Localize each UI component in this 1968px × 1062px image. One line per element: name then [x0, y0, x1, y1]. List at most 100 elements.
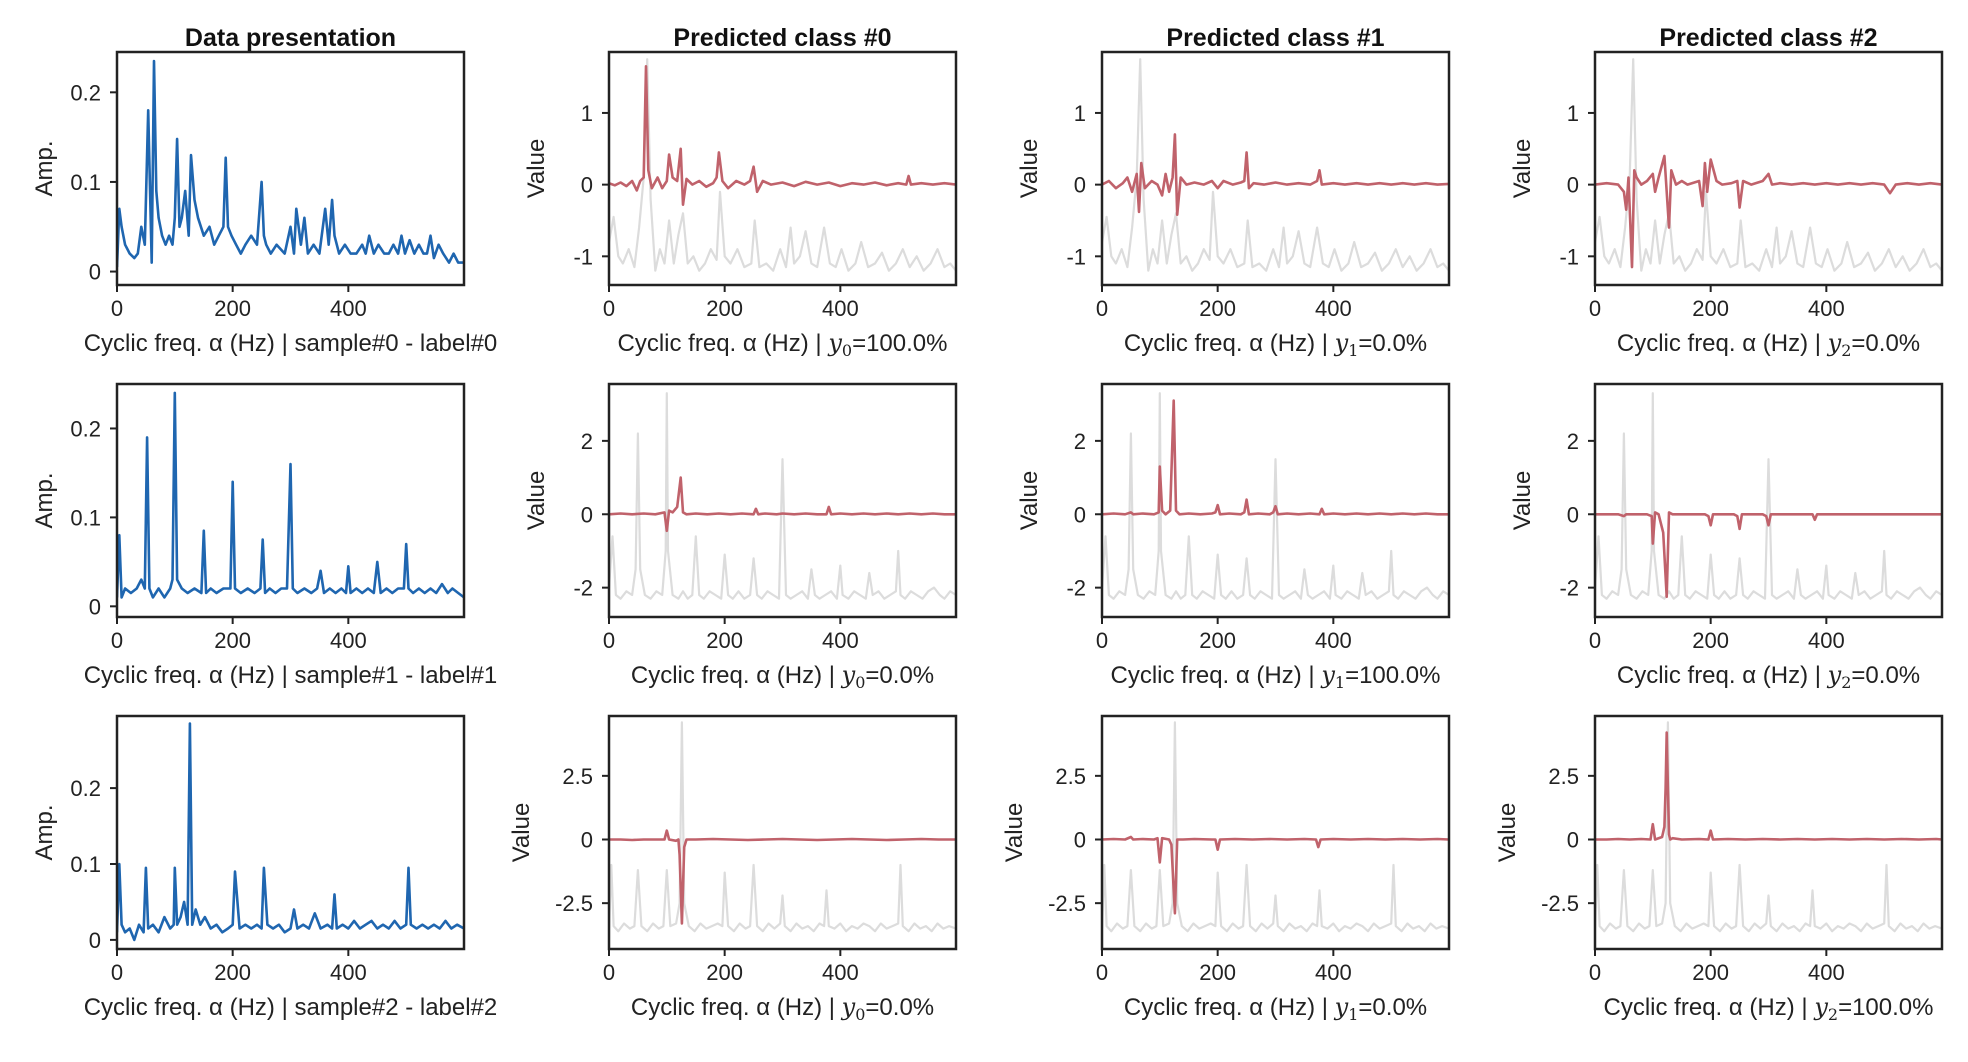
- x-axis-label-sub: 1: [1348, 341, 1358, 360]
- x-axis-label-sub: 2: [1841, 673, 1851, 692]
- background-series-line: [1102, 721, 1449, 933]
- axes-frame: [1593, 50, 1944, 287]
- x-axis-label: Cyclic freq. α (Hz) | y0=0.0%: [631, 993, 934, 1024]
- x-axis-label: Cyclic freq. α (Hz) | y2=0.0%: [1617, 661, 1920, 692]
- y-tick-label: -2.5: [1048, 891, 1086, 916]
- x-axis-label-var: y: [1320, 661, 1335, 689]
- subplot-r1-c2: 0 200 400 -2 0 2 Value Cyclic freq. α (Hz) | y1…: [1016, 382, 1451, 692]
- y-tick-label: 0.1: [70, 505, 101, 530]
- x-tick-label: 0: [1096, 296, 1108, 321]
- x-axis-label-pct: =0.0%: [1851, 330, 1920, 357]
- subplot-title: Predicted class #0: [673, 24, 891, 52]
- x-axis-label-var: y: [841, 993, 856, 1021]
- x-tick-label: 400: [1808, 960, 1845, 985]
- relevance-series-line: [609, 829, 956, 925]
- y-tick-label: 0: [1567, 173, 1579, 198]
- relevance-series-line: [1102, 835, 1449, 915]
- y-tick-label: -1: [573, 244, 593, 269]
- x-tick-label: 200: [706, 296, 743, 321]
- x-tick-label: 0: [111, 960, 123, 985]
- y-tick-label: 0: [1567, 828, 1579, 853]
- x-tick-label: 400: [1808, 296, 1845, 321]
- y-tick-label: 1: [581, 101, 593, 126]
- plot-area: [117, 391, 464, 599]
- x-tick-label: 400: [330, 296, 367, 321]
- subplot-r2-c1: 0 200 400 -2.5 0 2.5 Value Cyclic freq. α (Hz) …: [508, 714, 958, 1024]
- x-axis-label: Cyclic freq. α (Hz) | sample#0 - label#0: [84, 330, 498, 357]
- plot-area: [609, 392, 956, 600]
- axes-frame: [115, 50, 466, 287]
- y-tick-label: 2.5: [562, 764, 593, 789]
- subplot-r2-c2: 0 200 400 -2.5 0 2.5 Value Cyclic freq. α (Hz) …: [1001, 714, 1451, 1024]
- y-axis-label: Value: [1016, 471, 1043, 531]
- y-tick-label: 2: [581, 429, 593, 454]
- signal-series-line: [117, 59, 464, 268]
- y-axis-label: Value: [508, 803, 535, 863]
- y-axis-label: Value: [1016, 139, 1043, 199]
- x-axis-label: Cyclic freq. α (Hz) | y2=0.0%: [1617, 329, 1920, 360]
- y-axis-label: Value: [1494, 803, 1521, 863]
- x-tick-label: 200: [214, 960, 251, 985]
- y-tick-label: 2: [1074, 429, 1086, 454]
- subplot-title: Data presentation: [185, 24, 396, 52]
- x-axis-label-sub: 1: [1335, 673, 1345, 692]
- x-axis-label-prefix: Cyclic freq. α (Hz) |: [618, 330, 829, 357]
- plot-area: [1595, 58, 1942, 272]
- x-tick-label: 0: [111, 296, 123, 321]
- y-tick-label: -2: [573, 576, 593, 601]
- x-tick-label: 0: [1096, 960, 1108, 985]
- x-axis-label-var: y: [841, 661, 856, 689]
- y-tick-label: -2.5: [555, 891, 593, 916]
- relevance-series-line: [1595, 511, 1942, 599]
- x-axis-label-pct: =100.0%: [852, 330, 947, 357]
- signal-series-line: [117, 391, 464, 599]
- background-series-line: [1102, 392, 1449, 600]
- x-tick-label: 200: [214, 296, 251, 321]
- subplot-r2-c3: 0 200 400 -2.5 0 2.5 Value Cyclic freq. α (Hz) …: [1494, 714, 1944, 1024]
- plot-area: [1595, 392, 1942, 600]
- x-axis-label-sub: 0: [855, 1005, 865, 1024]
- y-tick-label: 1: [1074, 101, 1086, 126]
- x-axis-label: Cyclic freq. α (Hz) | y2=100.0%: [1604, 993, 1934, 1024]
- y-tick-label: 0.2: [70, 80, 101, 105]
- x-axis-label-pct: =100.0%: [1345, 662, 1440, 689]
- x-tick-label: 400: [330, 960, 367, 985]
- x-axis-label-var: y: [1827, 329, 1842, 357]
- x-axis-label-var: y: [1827, 661, 1842, 689]
- x-tick-label: 0: [1589, 628, 1601, 653]
- y-tick-label: 0: [89, 594, 101, 619]
- y-tick-label: 0: [1074, 173, 1086, 198]
- relevance-series-line: [1102, 133, 1449, 216]
- y-axis-label: Value: [1509, 139, 1536, 199]
- x-axis-label-prefix: Cyclic freq. α (Hz) |: [1617, 662, 1828, 689]
- relevance-series-line: [609, 65, 956, 206]
- y-tick-label: -1: [1559, 244, 1579, 269]
- y-tick-label: 0.2: [70, 776, 101, 801]
- background-series-line: [609, 721, 956, 933]
- x-tick-label: 200: [1199, 960, 1236, 985]
- plot-area: [1102, 392, 1449, 600]
- x-axis-label-prefix: Cyclic freq. α (Hz) |: [1124, 330, 1335, 357]
- y-axis-label: Value: [1509, 471, 1536, 531]
- x-tick-label: 400: [1315, 296, 1352, 321]
- y-axis-label: Amp.: [31, 804, 58, 860]
- axes-frame: [1593, 714, 1944, 951]
- x-tick-label: 200: [1692, 960, 1729, 985]
- plot-area: [117, 722, 464, 942]
- x-axis-label-sub: 1: [1348, 1005, 1358, 1024]
- y-tick-label: 0: [581, 502, 593, 527]
- x-axis-label-prefix: Cyclic freq. α (Hz) |: [1111, 662, 1322, 689]
- x-tick-label: 400: [1808, 628, 1845, 653]
- y-tick-label: 0.2: [70, 416, 101, 441]
- relevance-series-line: [1595, 154, 1942, 269]
- x-axis-label-prefix: Cyclic freq. α (Hz) |: [1604, 994, 1815, 1021]
- x-tick-label: 400: [1315, 960, 1352, 985]
- y-axis-label: Amp.: [31, 472, 58, 528]
- x-tick-label: 200: [1692, 628, 1729, 653]
- x-axis-label: Cyclic freq. α (Hz) | y1=0.0%: [1124, 329, 1427, 360]
- x-tick-label: 200: [214, 628, 251, 653]
